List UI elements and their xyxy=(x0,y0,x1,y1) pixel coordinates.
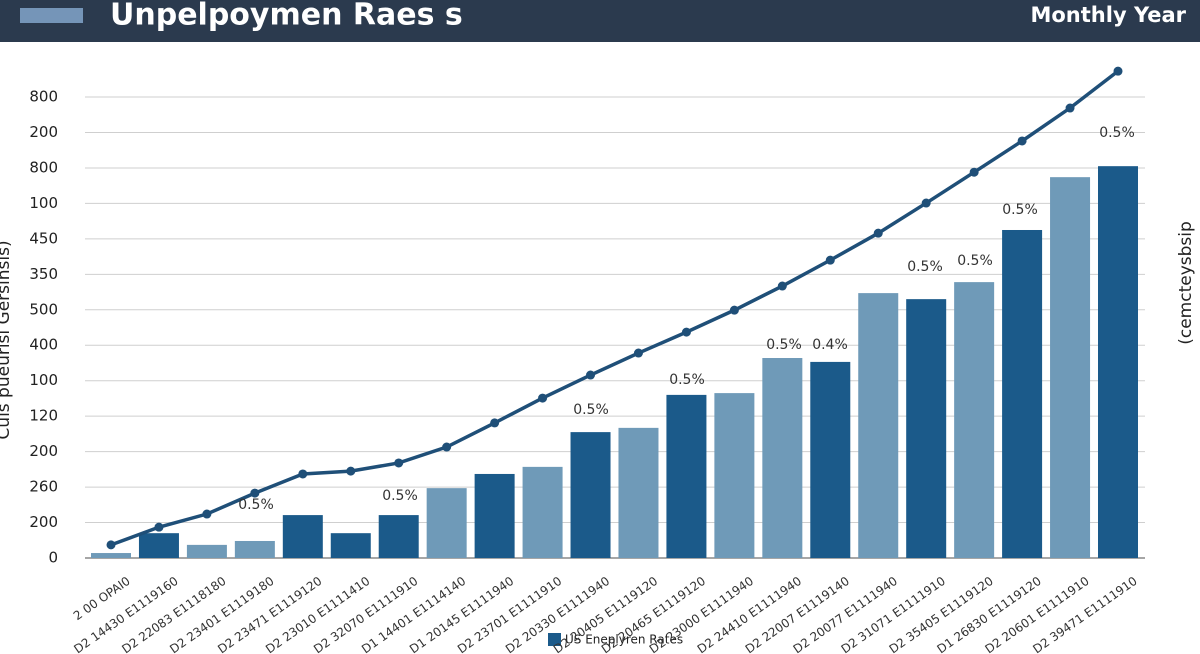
line-point xyxy=(825,255,835,265)
bar xyxy=(474,473,515,558)
bar xyxy=(570,432,611,558)
line-point xyxy=(777,281,787,291)
annotation: 0.5% xyxy=(957,253,993,269)
bar xyxy=(282,515,323,558)
line-point xyxy=(346,466,356,476)
y-tick-label: 200 xyxy=(29,442,58,460)
bar xyxy=(1050,177,1091,558)
line-point xyxy=(1017,136,1027,146)
annotation: 0.5% xyxy=(382,488,418,504)
line-point xyxy=(1113,66,1123,76)
line-point xyxy=(154,522,164,532)
line-point xyxy=(681,327,691,337)
legend-swatch xyxy=(548,633,561,646)
bar xyxy=(522,466,563,558)
y-tick-label: 100 xyxy=(29,194,58,212)
bar xyxy=(618,427,659,558)
annotation: 0.5% xyxy=(907,259,943,275)
y-tick-label: 450 xyxy=(29,229,58,247)
y-tick-label: 100 xyxy=(29,371,58,389)
annotation: 0.4% xyxy=(812,337,848,353)
line-point xyxy=(586,370,596,380)
y2-axis-label: (cemcteysbsip xyxy=(1176,221,1196,345)
bar xyxy=(1002,229,1043,558)
line-point xyxy=(490,418,500,428)
line-point xyxy=(202,509,212,519)
legend-label: US Eneplyren Rates xyxy=(565,633,683,647)
annotation: 0.5% xyxy=(1002,202,1038,218)
bar xyxy=(378,515,419,558)
line-point xyxy=(1065,103,1075,113)
chart-subtitle: Monthly Year xyxy=(1030,3,1186,27)
annotation: 0.5% xyxy=(1099,125,1135,141)
header-bar xyxy=(0,0,1200,42)
y-tick-label: 800 xyxy=(29,158,58,176)
annotation: 0.5% xyxy=(669,372,705,388)
bar xyxy=(330,533,371,558)
line-point xyxy=(106,540,116,550)
bar xyxy=(234,540,275,558)
line-point xyxy=(873,228,883,238)
y-tick-label: 200 xyxy=(29,513,58,531)
y-axis-label: Cuis pueurisi Gersinsis) xyxy=(0,240,14,439)
y-tick-label: 120 xyxy=(29,407,58,425)
bar xyxy=(186,544,227,558)
bar xyxy=(906,299,947,558)
bar xyxy=(762,358,803,558)
line-point xyxy=(442,442,452,452)
line-point xyxy=(633,348,643,358)
annotation: 0.5% xyxy=(766,337,802,353)
annotation: 0.5% xyxy=(238,497,274,513)
bar xyxy=(858,293,899,558)
line-point xyxy=(394,458,404,468)
annotation: 0.5% xyxy=(573,402,609,418)
line-point xyxy=(298,469,308,479)
chart-title: Unpelpoymen Raes s xyxy=(110,0,463,33)
bar xyxy=(714,393,755,558)
y-tick-label: 260 xyxy=(29,478,58,496)
y-tick-label: 0 xyxy=(48,549,58,567)
bar xyxy=(810,361,851,558)
y-tick-label: 200 xyxy=(29,123,58,141)
header-swatch xyxy=(20,8,83,23)
bar xyxy=(1098,166,1138,559)
y-tick-label: 800 xyxy=(29,88,58,106)
line-point xyxy=(538,393,548,403)
bar xyxy=(91,553,131,558)
y-tick-label: 500 xyxy=(29,300,58,318)
bar xyxy=(138,533,179,558)
line-point xyxy=(729,305,739,315)
y-tick-label: 350 xyxy=(29,265,58,283)
line-point xyxy=(250,488,260,498)
bar xyxy=(666,394,707,558)
trend-line xyxy=(110,69,1120,547)
bar xyxy=(954,282,995,558)
line-point xyxy=(969,167,979,177)
bar xyxy=(426,488,467,558)
line-point xyxy=(921,198,931,208)
y-tick-label: 400 xyxy=(29,336,58,354)
